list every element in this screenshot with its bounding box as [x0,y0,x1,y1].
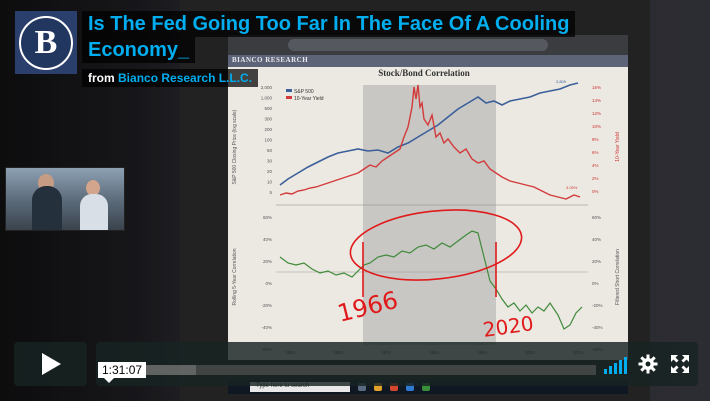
host-head [86,180,100,196]
left-axis-tick: 50 [267,148,273,153]
corr-right-tick: 40% [592,237,601,242]
left-axis-tick: 500 [264,106,272,111]
left-axis-tick: 200 [264,127,272,132]
left-axis-tick: 100 [264,138,272,143]
right-axis-tick: 14% [592,98,601,103]
legend-swatch-sp500 [286,89,292,92]
corr-left-tick: 20% [263,259,272,264]
corr-right-tick: 60% [592,215,601,220]
stock-bond-chart: Stock/Bond Correlation S&P 500 10-Year Y… [232,68,621,355]
legend-yield: 10-Year Yield [294,96,324,102]
host-body [80,194,108,230]
sp500-line [279,82,579,186]
corr-left-tick: 60% [263,215,272,220]
presenter-body [32,186,62,230]
right-axis-tick: 8% [592,137,599,142]
volume-icon[interactable] [604,356,630,374]
taskbar-sheet-icon[interactable] [422,383,430,391]
control-bar: 1:31:07 [96,342,698,386]
fullscreen-icon[interactable] [670,354,690,374]
right-axis-tick: 6% [592,150,599,155]
taskbar-mail-icon[interactable] [406,383,414,391]
y-axis-label-bottom: Rolling 5-Year Correlation [232,248,238,305]
left-axis-tick: 5 [269,190,272,195]
corr-left-tick: 0% [265,281,272,286]
corr-left-tick: -40% [261,325,272,330]
logo-letter: B [19,15,73,70]
left-axis-tick: 2,000 [261,85,273,90]
browser-toolbar [228,35,628,55]
taskbar-search[interactable]: Type here to search [250,382,350,392]
browser-url-bar [288,39,548,51]
settings-gear-icon[interactable] [638,354,658,374]
corr-right-tick: -40% [592,325,603,330]
taskbar-search-placeholder: Type here to search [256,383,310,389]
channel-logo[interactable]: B [15,11,77,74]
left-axis-tick: 30 [267,159,273,164]
chart-title: Stock/Bond Correlation [378,68,470,78]
left-axis-tick: 20 [267,169,273,174]
slide-header: BIANCO RESEARCH [228,55,628,67]
y-axis-label-top: S&P 500 Closing Price (log scale) [232,109,238,184]
corr-right-tick: 20% [592,259,601,264]
right-axis-tick: 2% [592,176,599,181]
legend-swatch-yield [286,96,292,99]
video-title[interactable]: Is The Fed Going Too Far In The Face Of … [82,11,576,63]
corr-right-tick: -20% [592,303,603,308]
sp500-end-label: 2,809 [556,79,567,84]
left-axis-tick: 300 [264,117,272,122]
y-axis-label-top-right: 10-Year Yield [615,132,621,162]
left-axis-tick: 10 [267,180,273,185]
corr-left-tick: 40% [263,237,272,242]
annotation-circle [349,209,523,281]
yield-line [279,84,581,200]
time-tooltip: 1:31:07 [98,362,147,383]
video-byline: from Bianco Research L.L.C. [82,69,259,87]
yield-end-label: 3.05% [566,185,578,190]
corr-right-tick: 0% [592,281,599,286]
taskbar-app-icon[interactable] [358,383,366,391]
taskbar-folder-icon[interactable] [374,383,382,391]
shaded-period [363,85,496,345]
right-axis-tick: 16% [592,85,601,90]
webcam-overlay [5,167,125,231]
left-axis-tick: 1,000 [261,96,273,101]
taskbar-browser-icon[interactable] [390,383,398,391]
buffered-range [108,365,196,375]
slide-header-text: BIANCO RESEARCH [232,56,309,64]
right-axis-tick: 0% [592,189,599,194]
play-button[interactable] [14,342,87,386]
legend-sp500: S&P 500 [294,89,314,95]
video-title-line1[interactable]: Is The Fed Going Too Far In The Face Of … [82,11,576,37]
corr-left-tick: -20% [261,303,272,308]
progress-bar[interactable]: 1:31:07 [98,362,596,383]
correlation-line [279,230,583,330]
byline-prefix: from [88,71,115,85]
byline-source-link[interactable]: Bianco Research L.L.C. [118,71,253,85]
video-title-line2[interactable]: Economy_ [82,37,196,63]
right-axis-tick: 4% [592,163,599,168]
right-axis-tick: 12% [592,111,601,116]
presentation-slide: BIANCO RESEARCH Stock/Bond Correlation S… [228,55,628,360]
y-axis-label-bottom-right: Filtered Short Correlation [615,249,621,305]
right-axis-tick: 10% [592,124,601,129]
play-icon [41,353,61,375]
player-controls: 1:31:07 [14,342,698,386]
